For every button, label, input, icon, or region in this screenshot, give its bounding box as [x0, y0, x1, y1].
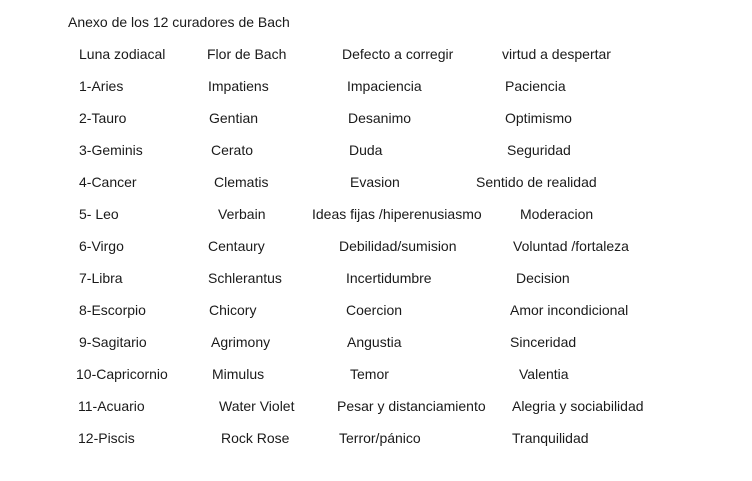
row-9-virtud: Sinceridad: [510, 334, 577, 350]
header-virtud: virtud a despertar: [502, 46, 611, 62]
row-8-flor: Chicory: [209, 302, 257, 318]
row-11-flor: Water Violet: [219, 398, 295, 414]
row-12-virtud: Tranquilidad: [512, 430, 589, 446]
row-9-luna: 9-Sagitario: [79, 334, 147, 350]
row-10-flor: Mimulus: [212, 366, 265, 382]
row-11-luna: 11-Acuario: [78, 398, 145, 414]
row-12-flor: Rock Rose: [221, 430, 290, 446]
row-5-flor: Verbain: [218, 206, 266, 222]
row-2-defecto: Desanimo: [348, 110, 412, 126]
header-defecto: Defecto a corregir: [342, 46, 454, 62]
row-9-flor: Agrimony: [211, 334, 271, 350]
row-7-defecto: Incertidumbre: [346, 270, 432, 286]
row-3-flor: Cerato: [211, 142, 254, 158]
row-4-luna: 4-Cancer: [79, 174, 137, 190]
row-4-flor: Clematis: [214, 174, 269, 190]
row-1-virtud: Paciencia: [505, 78, 566, 94]
row-7-flor: Schlerantus: [208, 270, 282, 286]
row-2-virtud: Optimismo: [505, 110, 572, 126]
row-5-defecto: Ideas fijas /hiperenusiasmo: [312, 206, 482, 222]
row-10-defecto: Temor: [350, 366, 389, 382]
row-9-defecto: Angustia: [347, 334, 402, 350]
row-5-luna: 5- Leo: [79, 206, 119, 222]
row-11-defecto: Pesar y distanciamiento: [337, 398, 486, 414]
row-3-virtud: Seguridad: [507, 142, 571, 158]
row-6-defecto: Debilidad/sumision: [339, 238, 457, 254]
row-3-luna: 3-Geminis: [79, 142, 143, 158]
row-7-virtud: Decision: [516, 270, 570, 286]
row-2-luna: 2-Tauro: [79, 110, 127, 126]
row-4-defecto: Evasion: [350, 174, 400, 190]
row-10-virtud: Valentia: [519, 366, 569, 382]
row-4-virtud: Sentido de realidad: [476, 174, 597, 190]
row-8-defecto: Coercion: [346, 302, 403, 318]
row-2-flor: Gentian: [209, 110, 259, 126]
row-1-luna: 1-Aries: [79, 78, 124, 94]
row-12-luna: 12-Piscis: [78, 430, 135, 446]
row-11-virtud: Alegria y sociabilidad: [512, 398, 644, 414]
row-3-defecto: Duda: [349, 142, 383, 158]
row-5-virtud: Moderacion: [520, 206, 594, 222]
row-6-flor: Centaury: [208, 238, 265, 254]
row-6-virtud: Voluntad /fortaleza: [513, 238, 629, 254]
row-7-luna: 7-Libra: [79, 270, 123, 286]
row-12-defecto: Terror/pánico: [339, 430, 421, 446]
row-1-defecto: Impaciencia: [347, 78, 422, 94]
row-6-luna: 6-Virgo: [79, 238, 124, 254]
row-1-flor: Impatiens: [208, 78, 269, 94]
row-8-luna: 8-Escorpio: [79, 302, 146, 318]
row-10-luna: 10-Capricornio: [76, 366, 168, 382]
header-luna-zodiacal: Luna zodiacal: [79, 46, 166, 62]
document-title: Anexo de los 12 curadores de Bach: [68, 14, 290, 30]
header-flor-de-bach: Flor de Bach: [207, 46, 287, 62]
row-8-virtud: Amor incondicional: [510, 302, 629, 318]
